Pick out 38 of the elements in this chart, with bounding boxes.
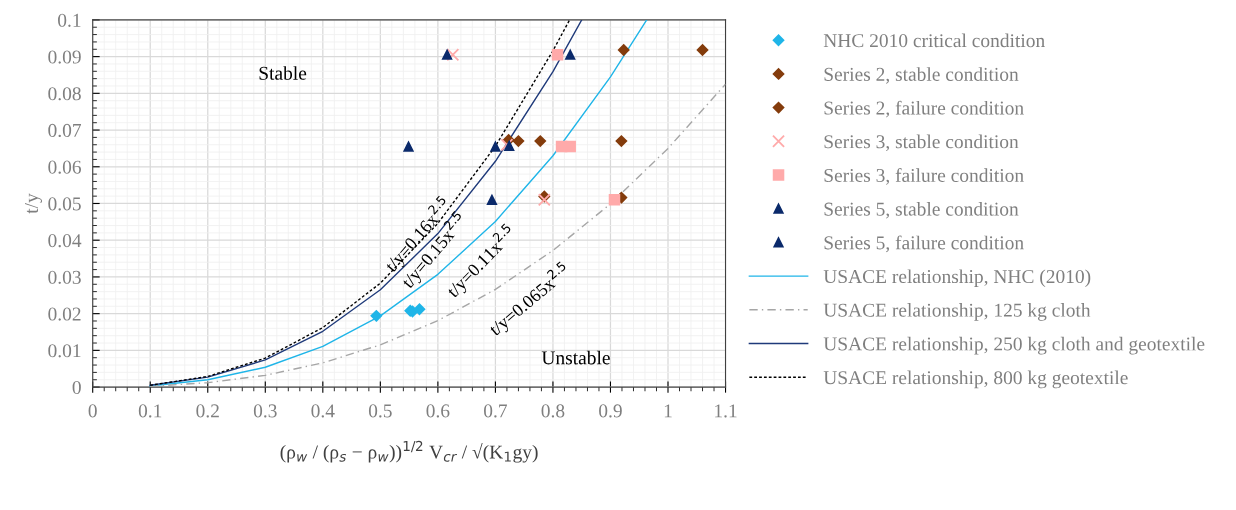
legend-label: Series 2, failure condition [824,100,1024,118]
y-tick-label: 0.06 [48,160,82,174]
y-tick-label: 0.1 [58,13,81,27]
y-tick-label: 0.07 [48,123,82,138]
x-tick-label: 0 [88,404,97,418]
y-tick-label: 0 [72,380,81,395]
y-tick-label: 0.03 [48,270,81,284]
annotation: Unstable [541,350,610,365]
x-tick-label: 0.1 [138,404,162,418]
x-tick-label: 0.5 [368,404,392,418]
legend-label: Series 3, failure condition [824,168,1024,185]
y-tick-label: 0.04 [48,234,82,248]
legend-label: USACE relationship, 125 kg cloth [823,303,1091,321]
legend-label: Series 5, failure condition [824,235,1024,253]
y-tick-label: 0.08 [48,87,81,101]
x-tick-label: 0.4 [311,404,335,418]
y-tick-label: 0.05 [48,197,81,211]
x-tick-label: 0.6 [426,404,450,418]
x-tick-label: 1 [664,404,672,418]
text: (ρ$_{w}$ / (ρ$_{s}$ − ρ$_{w}$))$^{1/2}$ V$_{cr}$ / √(K$_{1}$gy) [280,440,538,463]
legend-label: NHC 2010 critical condition [823,33,1045,48]
legend-label: Series 3, stable condition [824,134,1019,152]
y-tick-label: 0.01 [48,344,81,358]
x-tick-label: 0.3 [253,404,277,418]
x-tick-label: 0.7 [484,404,508,418]
legend-label: USACE relationship, 250 kg cloth and geotextile [823,336,1205,355]
x-tick-label: 0.8 [541,404,565,418]
y-axis-title: t/y [24,193,43,214]
y-tick-label: 0.02 [48,307,81,321]
legend-label: USACE relationship, NHC (2010) [823,269,1091,288]
legend-label: Series 5, stable condition [824,201,1019,219]
annotation: Stable [259,66,307,80]
legend-label: USACE relationship, 800 kg geotextile [823,370,1128,389]
x-tick-label: 1.1 [715,404,737,418]
y-tick-label: 0.09 [48,50,81,64]
x-tick-label: 0.9 [599,404,622,418]
legend-label: Series 2, stable condition [824,67,1019,84]
x-tick-label: 0.2 [196,404,219,418]
